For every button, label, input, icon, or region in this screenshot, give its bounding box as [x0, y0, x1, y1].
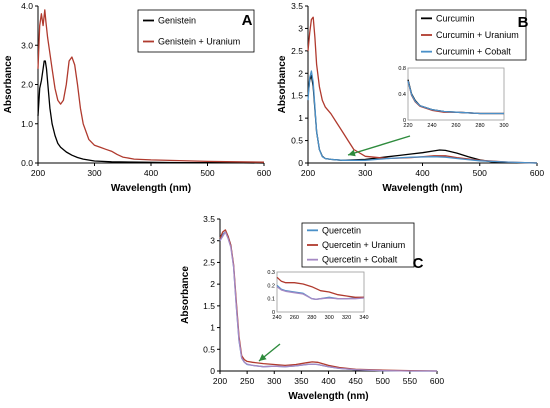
panel-b-legend-label: Curcumin [436, 13, 475, 23]
panel-b-inset-y-tick-label: 0.4 [398, 92, 406, 98]
panel-c-x-tick-label: 400 [321, 376, 335, 386]
panel-b-inset-x-tick-label: 280 [475, 123, 484, 129]
panel-c-x-tick-label: 350 [294, 376, 308, 386]
panel-c-inset-x-tick-label: 260 [290, 315, 299, 321]
panel-c-y-tick-label: 1 [210, 323, 215, 333]
panel-b-inset-series-line-2 [407, 80, 504, 115]
panel-c-panel-letter: C [413, 255, 424, 272]
panel-b-y-axis-title: Absorbance [277, 55, 288, 113]
panel-b-inset-x-tick-label: 240 [427, 123, 436, 129]
panel-c-x-tick-label: 600 [430, 376, 444, 386]
panel-b-x-tick-label: 400 [415, 168, 429, 178]
panel-c-y-tick-label: 0 [210, 366, 215, 376]
panel-c-x-tick-label: 250 [240, 376, 254, 386]
panel-c-inset-x-tick-label: 320 [342, 315, 351, 321]
panel-b-zoom-arrow [347, 135, 411, 156]
panel-b-legend-label: Curcumin + Cobalt [436, 47, 511, 57]
panel-b-series-line-2 [307, 70, 538, 164]
panel-b-y-tick-label: 3 [298, 23, 303, 33]
panel-c-y-tick-label: 0.5 [203, 344, 215, 354]
panel-b-y-tick-label: 2.5 [291, 46, 303, 56]
panel-c-legend-label: Quercetin [322, 225, 361, 235]
panel-b-inset-frame [407, 67, 505, 121]
panel-c-y-tick-label: 1.5 [203, 301, 215, 311]
panel-c-x-axis-title: Wavelength (nm) [288, 391, 368, 402]
panel-a-x-tick-label: 300 [87, 168, 101, 178]
panel-a-y-tick-label: 3.0 [21, 40, 33, 50]
panel-b-x-tick-label: 500 [473, 168, 487, 178]
panel-b-series-line-1 [307, 16, 538, 164]
panel-b-y-tick-label: 1 [298, 113, 303, 123]
panel-a-y-tick-label: 4.0 [21, 1, 33, 11]
panel-c-inset-x-tick-label: 300 [325, 315, 334, 321]
panel-a-series-line-0 [37, 60, 265, 164]
panel-c-x-tick-label: 500 [376, 376, 390, 386]
panel-b-panel-letter: B [518, 14, 529, 31]
panel-b-legend-box [415, 9, 527, 61]
panel-c-x-tick-label: 550 [403, 376, 417, 386]
panel-a-legend-label: Genistein [158, 16, 196, 26]
panel-c-inset-x-tick-label: 240 [272, 315, 281, 321]
panel-b-legend-label: Curcumin + Uranium [436, 30, 519, 40]
panel-b-inset-y-tick-label: 0.8 [398, 66, 406, 72]
panel-c-series-line-2 [219, 231, 437, 372]
panel-c-inset-x-tick-label: 340 [359, 315, 368, 321]
panel-b-y-tick-label: 1.5 [291, 91, 303, 101]
panel-b-y-tick-label: 2 [298, 68, 303, 78]
panel-b-y-tick-label: 3.5 [291, 1, 303, 11]
panel-c-legend-box [301, 222, 415, 268]
panel-b-inset-x-tick-label: 300 [499, 123, 508, 129]
panel-c-y-tick-label: 2.5 [203, 257, 215, 267]
panel-c-inset-y-tick-label: 0.2 [267, 283, 275, 289]
panel-a-legend-box [137, 9, 255, 53]
panel-c-legend-label: Quercetin + Cobalt [322, 255, 398, 265]
panel-a-panel-letter: A [242, 12, 253, 29]
panel-c-inset-y-tick-label: 0.3 [267, 270, 275, 276]
panel-c-y-tick-label: 3 [210, 236, 215, 246]
panel-a-legend-label: Genistein + Uranium [158, 37, 240, 47]
panel-c-inset-series-line-1 [276, 276, 364, 298]
panel-a-y-axis-title: Absorbance [3, 55, 14, 113]
panel-c-x-tick-label: 450 [349, 376, 363, 386]
panel-a-x-tick-label: 600 [257, 168, 271, 178]
panel-c-y-axis-title: Absorbance [180, 266, 191, 324]
panel-c-inset-series-line-2 [276, 286, 365, 300]
panel-c-y-tick-label: 2 [210, 279, 215, 289]
panel-b-inset-x-tick-label: 260 [451, 123, 460, 129]
panel-a-x-tick-label: 200 [31, 168, 45, 178]
panel-a-x-axis-title: Wavelength (nm) [111, 183, 191, 194]
panel-b-y-tick-label: 0.5 [291, 136, 303, 146]
panel-b-inset-y-tick-label: 0 [403, 118, 406, 124]
panel-b-inset-x-tick-label: 220 [403, 123, 412, 129]
panel-c-y-tick-label: 3.5 [203, 214, 215, 224]
panel-a-y-tick-label: 2.0 [21, 80, 33, 90]
panel-b-zoom-arrowhead [348, 149, 356, 157]
panel-c-zoom-arrowhead [259, 353, 267, 361]
panel-a-x-tick-label: 500 [200, 168, 214, 178]
panel-c-inset-x-tick-label: 280 [307, 315, 316, 321]
panel-b-x-tick-label: 600 [530, 168, 544, 178]
panel-c-inset-y-tick-label: 0.1 [267, 297, 275, 303]
panel-c-x-tick-label: 300 [267, 376, 281, 386]
panel-a-series-line-1 [37, 9, 265, 163]
panel-c-inset-y-tick-label: 0 [272, 310, 275, 316]
panel-a-y-tick-label: 0.0 [21, 158, 33, 168]
panel-b-x-tick-label: 200 [301, 168, 315, 178]
panel-a-y-tick-label: 1.0 [21, 119, 33, 129]
panel-b-x-axis-title: Wavelength (nm) [382, 183, 462, 194]
panel-b-y-tick-label: 0 [298, 158, 303, 168]
panel-c-legend-label: Quercetin + Uranium [322, 240, 405, 250]
panel-b-x-tick-label: 300 [358, 168, 372, 178]
panel-a-x-tick-label: 400 [144, 168, 158, 178]
panel-c-x-tick-label: 200 [213, 376, 227, 386]
